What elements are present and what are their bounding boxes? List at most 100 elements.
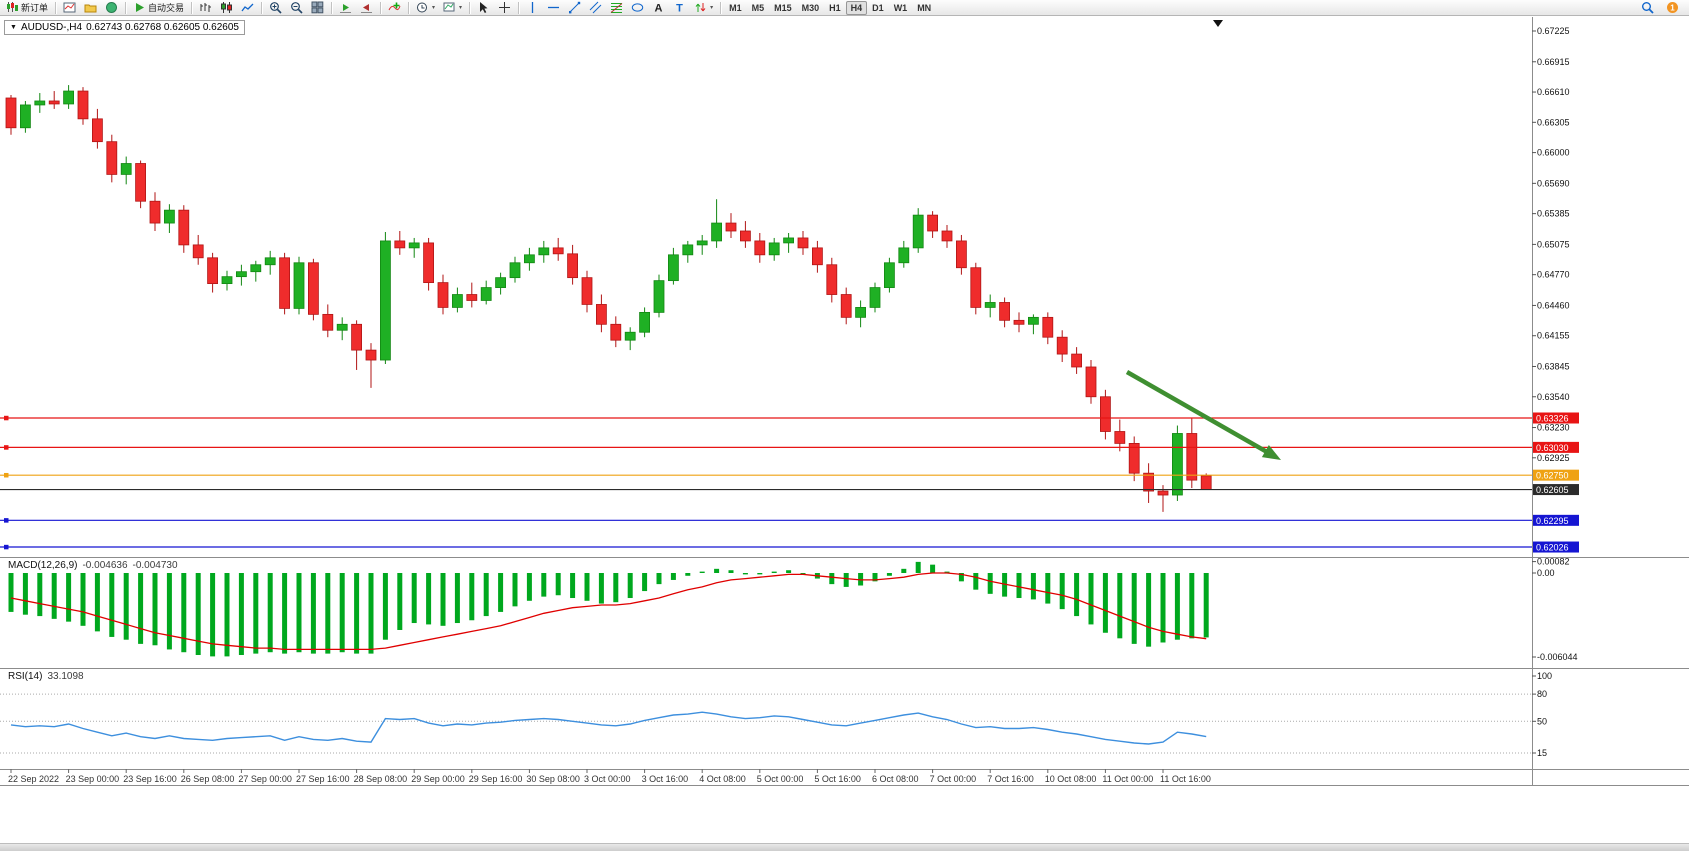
auto-scroll-button[interactable] [335,0,356,16]
price-tick-label: 0.64460 [1537,300,1570,310]
auto-scroll-icon [340,4,352,13]
price-tag-0.63030 [1533,441,1579,453]
time-tick-label: 27 Sep 16:00 [296,774,350,784]
bar-chart-button[interactable] [195,0,216,16]
shapes-button[interactable] [627,0,648,16]
svg-text:1: 1 [1670,4,1675,13]
line-chart-button[interactable] [237,0,258,16]
time-tick-label: 23 Sep 16:00 [123,774,177,784]
line-handle[interactable] [4,415,9,421]
price-tag-label: 0.62750 [1536,471,1569,481]
macd-signal-value: -0.004730 [132,560,178,571]
search-button[interactable] [1637,0,1658,16]
tf-button-H1[interactable]: H1 [829,2,841,13]
tf-button-MN[interactable]: MN [917,2,932,13]
tile-windows-icon [311,1,324,14]
button-autotrading-button[interactable]: 自动交易 [129,0,188,16]
time-tick-label: 29 Sep 16:00 [469,774,523,784]
price-tick-label: 0.67225 [1537,26,1570,36]
candlesticks-layer [5,85,1212,512]
tile-windows-button[interactable] [307,0,328,16]
bar-chart-icon [200,3,212,12]
toolbar-separator [55,1,57,14]
candle-chart-button[interactable] [216,0,237,16]
cursor-icon [480,2,488,13]
price-tick-label: 0.66000 [1537,148,1570,158]
time-tick-label: 7 Oct 00:00 [930,774,977,784]
price-tag-label: 0.62295 [1536,516,1569,526]
line-handle[interactable] [4,445,9,450]
chart-canvas[interactable]: 0.67225 0.66915 0.66610 0.66305 0.66000 0.656… [0,17,1689,843]
time-tick-label: 30 Sep 08:00 [526,774,580,784]
chevron-down-icon[interactable]: ▼ [10,24,17,31]
periods-button[interactable]: ▾ [412,0,439,16]
symbol-ohlc-values: 0.62743 0.62768 0.62605 0.62605 [86,22,239,33]
indicators-button[interactable] [384,0,405,16]
text-button[interactable]: A [648,0,669,16]
crosshair-button[interactable] [494,0,515,16]
notification-button[interactable]: 1 [1662,0,1683,16]
toolbar: 新订单 自动交易 ▾ ▾ A T ▾ M1 M5 M15 M30 H1 H4 D1 W1 MN 1 [0,0,1689,16]
line-handle[interactable] [4,472,9,478]
chart-shift-marker[interactable] [1213,20,1223,27]
fibonacci-button[interactable] [606,0,627,16]
toolbar-separator [380,1,382,14]
time-tick-label: 6 Oct 08:00 [872,774,919,784]
rsi-tick-label: 80 [1537,689,1547,699]
price-tick-label: 0.63230 [1537,423,1570,433]
candle-chart-icon [221,2,233,13]
tf-button-M30[interactable]: M30 [801,2,820,13]
zoom-out-button[interactable] [286,0,307,16]
new-order-label: 新订单 [21,3,49,13]
toolbar-right: 1 [1637,0,1689,16]
trend-arrow-annotation[interactable] [1125,370,1281,460]
line-handle[interactable] [4,518,9,523]
macd-name: MACD(12,26,9) [8,560,78,571]
trendline-button[interactable] [564,0,585,16]
channel-icon [589,1,602,14]
hline-button[interactable] [543,0,564,16]
time-tick-label: 26 Sep 08:00 [181,774,235,784]
macd-tick-label: -0.006044 [1537,652,1578,662]
chart-window-button[interactable] [59,0,80,16]
time-axis[interactable]: 22 Sep 2022 23 Sep 00:00 23 Sep 16:00 26 Se… [8,769,1211,784]
toolbar-separator [469,1,471,14]
time-tick-label: 11 Oct 16:00 [1160,774,1211,784]
symbol-info-box[interactable]: ▼ AUDUSD-,H4 0.62743 0.62768 0.62605 0.6… [4,20,245,35]
time-tick-label: 3 Oct 16:00 [642,774,689,784]
price-axis[interactable]: 0.67225 0.66915 0.66610 0.66305 0.66000 0.656… [1532,26,1570,463]
cursor-button[interactable] [473,0,494,16]
channel-button[interactable] [585,0,606,16]
time-tick-label: 5 Oct 00:00 [757,774,804,784]
tf-button-M1[interactable]: M1 [729,2,742,13]
autotrading-icon [136,3,145,12]
tf-button-W1[interactable]: W1 [893,2,908,13]
tf-button-M15[interactable]: M15 [774,2,792,13]
toolbar-separator [720,1,722,14]
periods-icon [417,2,428,13]
rsi-value: 33.1098 [47,671,84,682]
mql5-button[interactable] [101,0,122,16]
tf-button-H4[interactable]: H4 [845,0,868,15]
trendline-icon [569,1,581,14]
hline-icon [548,6,560,9]
templates-button[interactable]: ▾ [439,0,466,16]
price-tag-0.62295 [1533,514,1579,526]
tf-button-M5[interactable]: M5 [751,2,765,13]
chart-shift-button[interactable] [356,0,377,16]
button-new-order-button[interactable]: 新订单 [2,0,52,16]
profiles-button[interactable] [80,0,101,16]
chart-background [0,17,1689,785]
chevron-down-icon: ▾ [459,5,463,11]
rsi-axis[interactable]: 100 80 50 15 [1532,671,1552,758]
tf-button-D1[interactable]: D1 [872,2,884,13]
label-button[interactable]: T [669,0,690,16]
price-tag-label: 0.63030 [1536,443,1569,453]
arrows-button[interactable]: ▾ [690,0,717,16]
line-handle[interactable] [4,544,9,550]
vline-icon [531,2,534,13]
price-tick-label: 0.64155 [1537,331,1570,341]
zoom-in-button[interactable] [265,0,286,16]
vline-button[interactable] [522,0,543,16]
